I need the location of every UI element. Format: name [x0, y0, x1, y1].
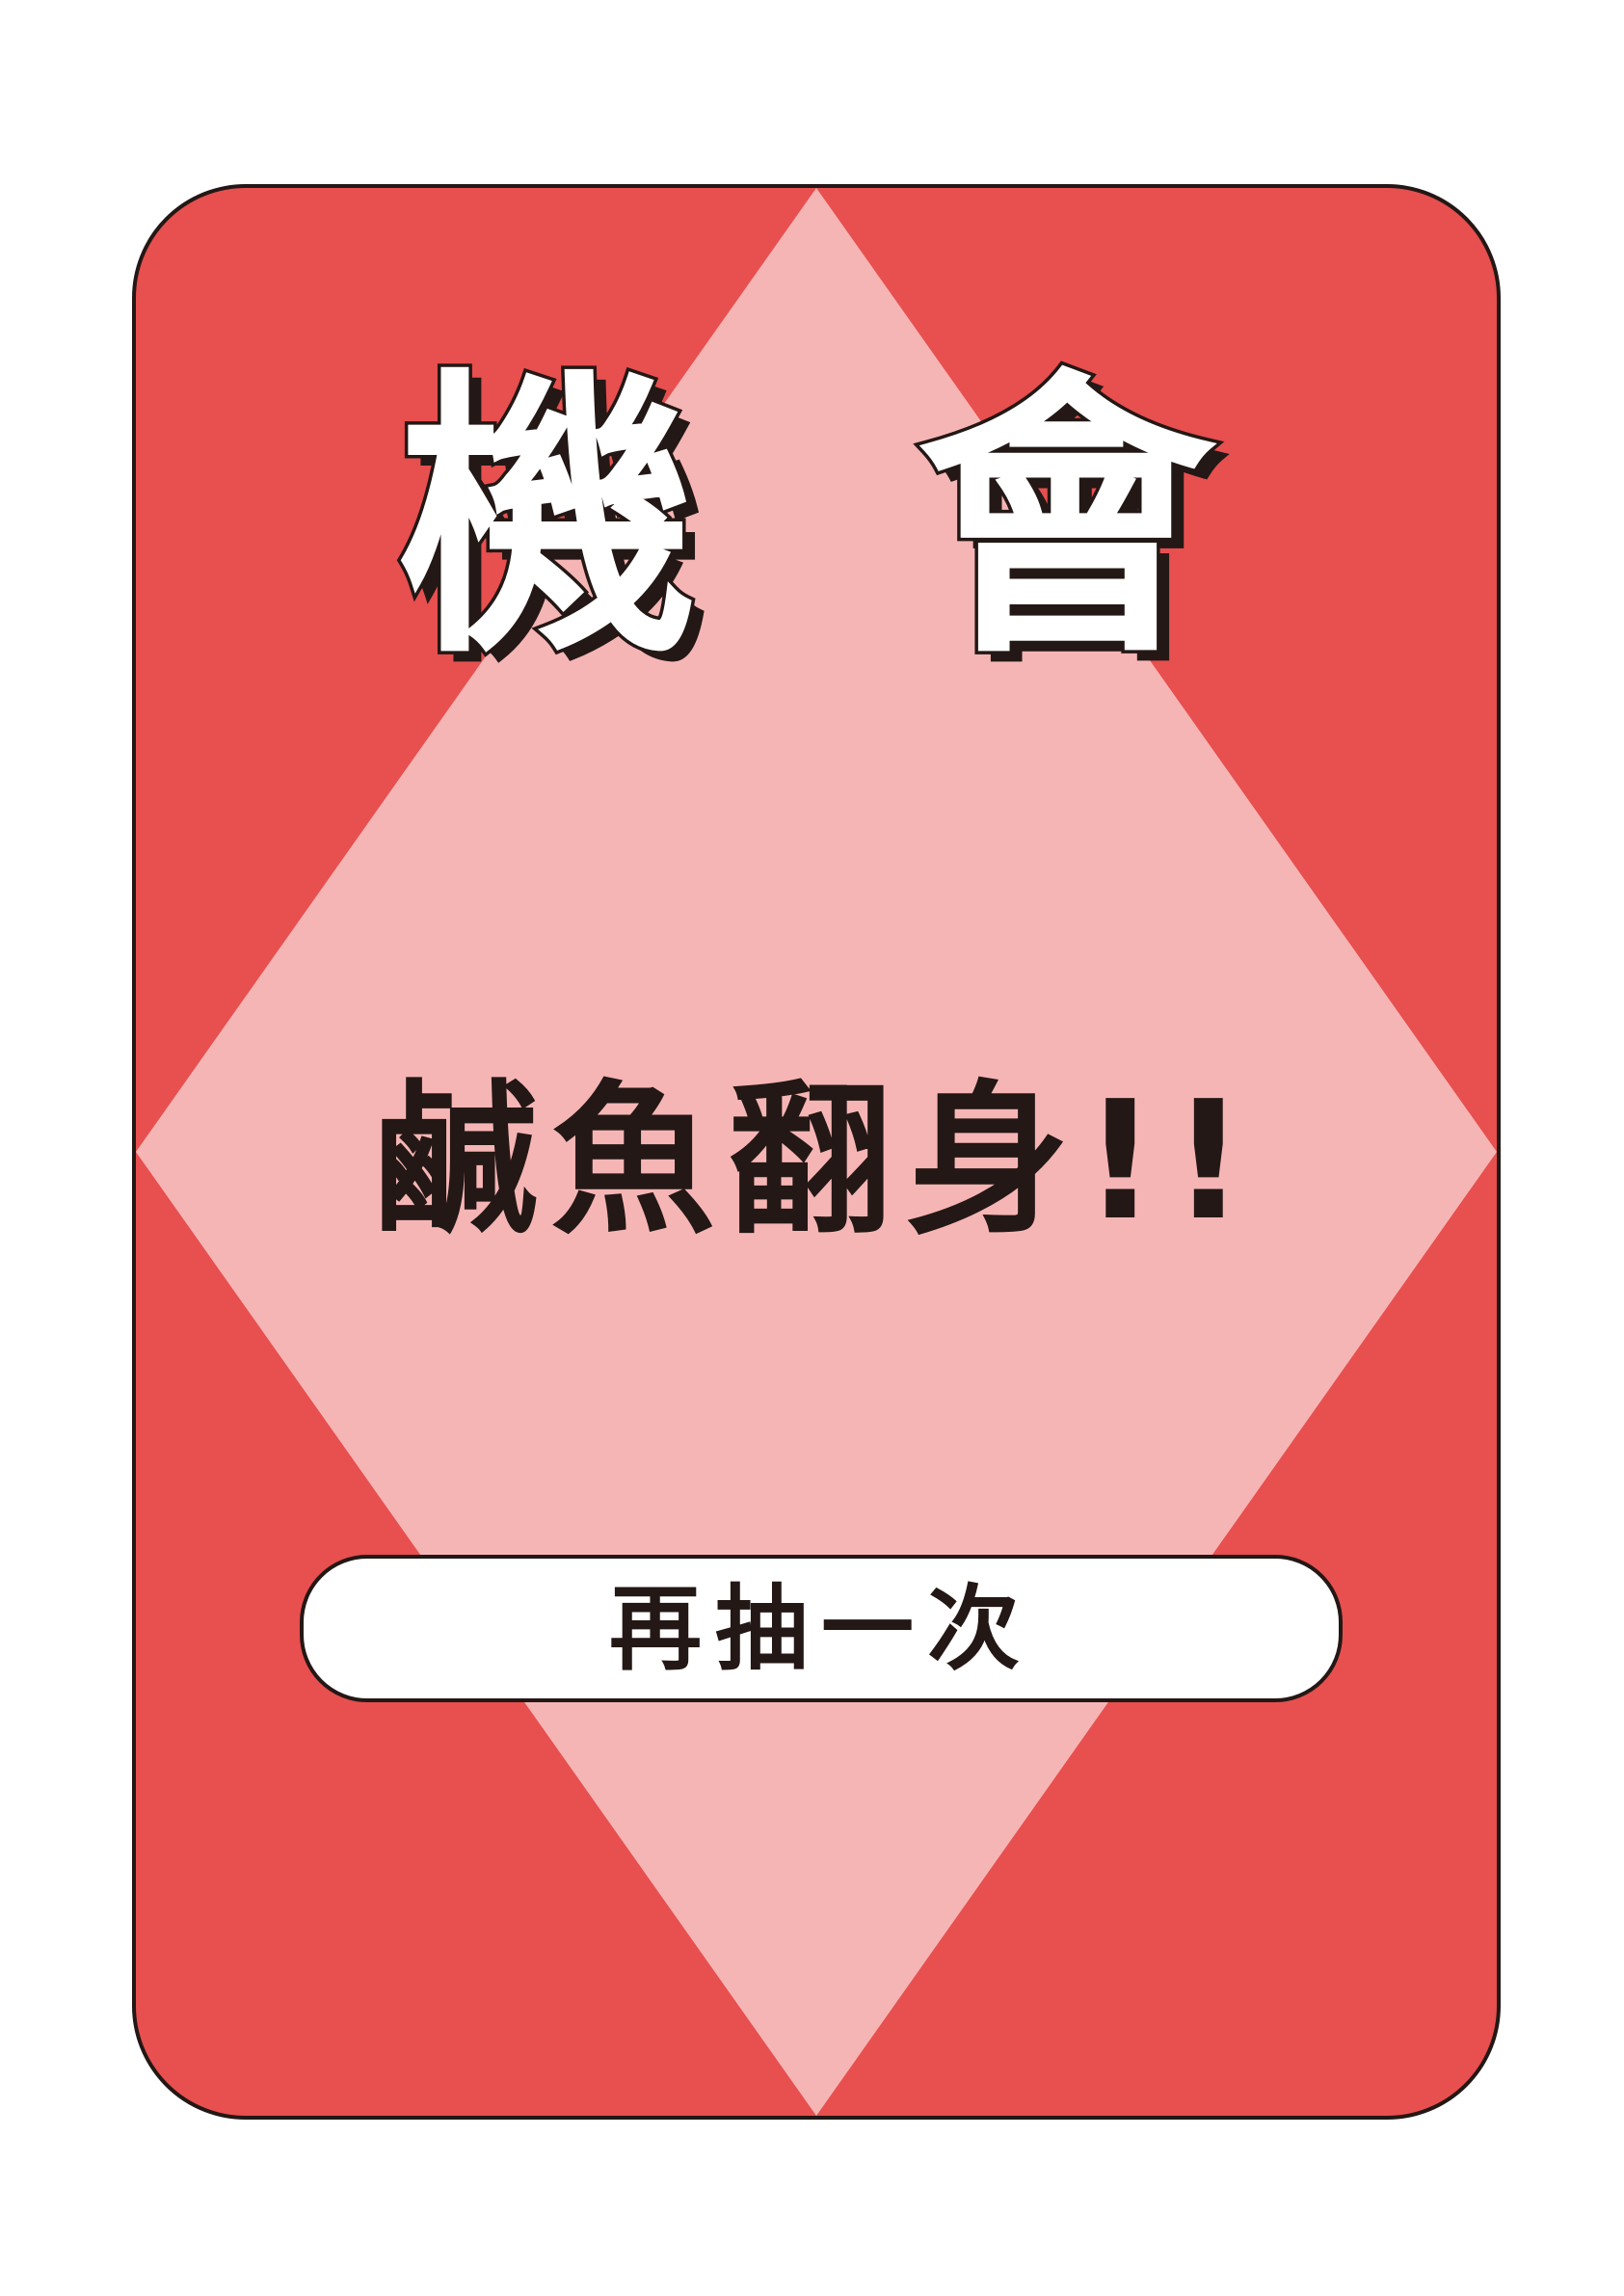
card-message: 鹹魚翻身!!: [373, 1066, 1260, 1257]
draw-again-text: 再抽一次: [609, 1574, 1033, 1683]
chance-card: 機 會 鹹魚翻身!! 再抽一次: [132, 184, 1501, 2120]
draw-again-label: 再抽一次: [300, 1555, 1343, 1702]
card-title: 機 會: [395, 346, 1273, 694]
